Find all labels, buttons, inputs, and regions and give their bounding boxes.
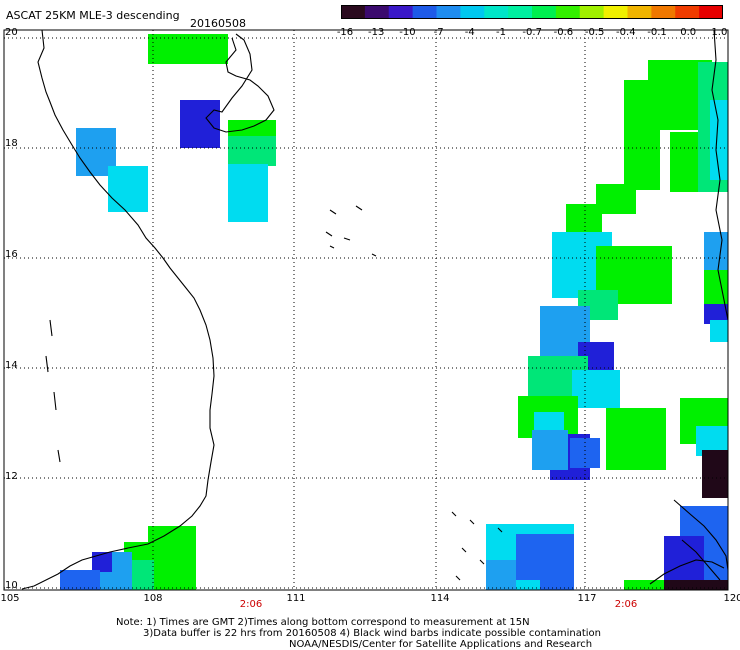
lat-label: 12	[5, 471, 18, 482]
lon-label: 114	[430, 593, 450, 604]
swath-cell	[540, 552, 574, 590]
swath-cell	[710, 100, 728, 180]
colorbar-label: -13	[368, 27, 385, 38]
lat-label: 20	[5, 27, 18, 38]
lon-label: 108	[143, 593, 163, 604]
colorbar-segment	[460, 5, 485, 19]
lon-label: 105	[0, 593, 20, 604]
swath-cell	[148, 526, 196, 590]
plot-title: ASCAT 25KM MLE-3 descending	[6, 9, 180, 22]
colorbar-label: -4	[464, 27, 475, 38]
colorbar-segment	[675, 5, 700, 19]
inland-lakes	[45, 319, 61, 463]
colorbar-segment	[484, 5, 509, 19]
swath-cell	[228, 164, 268, 178]
colorbar-segment	[555, 5, 581, 19]
philippines-north	[711, 29, 729, 321]
swath-cell	[710, 320, 728, 342]
swath-cell	[92, 552, 112, 572]
swath-cell	[486, 560, 516, 590]
lat-label: 10	[5, 580, 18, 591]
swath-cell	[704, 232, 728, 274]
colorbar-segment	[651, 5, 676, 19]
swath-cell	[532, 430, 568, 470]
colorbar	[341, 5, 723, 19]
colorbar-label: -7	[433, 27, 444, 38]
swath-cell	[702, 450, 728, 498]
colorbar-segment	[699, 5, 723, 19]
colorbar-label: -16	[336, 27, 354, 38]
pass-time-right: 2:06	[614, 599, 638, 610]
colorbar-label: -1	[496, 27, 506, 38]
colorbar-label: -10	[399, 27, 416, 38]
graticule	[4, 30, 728, 590]
plot-frame	[3, 29, 729, 591]
colorbar-label: -0.6	[553, 27, 574, 38]
swath-cell	[606, 408, 666, 470]
swath-cell	[566, 204, 602, 234]
colorbar-label: 1.0	[711, 27, 728, 38]
colorbar-label: -0.5	[584, 27, 605, 38]
swath-cell	[572, 370, 620, 408]
colorbar-segment	[341, 5, 366, 19]
colorbar-label: -0.7	[522, 27, 542, 38]
hainan-coastline	[205, 33, 275, 133]
pass-time-left: 2:06	[239, 599, 263, 610]
colorbar-segment	[579, 5, 605, 19]
footer-note-1: Note: 1) Times are GMT 2)Times along bot…	[116, 617, 530, 628]
plot-date: 20160508	[190, 17, 246, 30]
swath-cells	[60, 34, 728, 590]
footer-note-2: 3)Data buffer is 22 hrs from 20160508 4)…	[143, 628, 601, 639]
colorbar-segment	[388, 5, 414, 19]
colorbar-segment	[364, 5, 390, 19]
swath-cell	[180, 100, 220, 148]
footer-credit: NOAA/NESDIS/Center for Satellite Applica…	[289, 639, 593, 650]
lat-label: 14	[5, 360, 18, 371]
swath-cell	[624, 580, 664, 590]
coastline	[21, 29, 729, 590]
swath-cell	[60, 570, 100, 590]
lat-label: 16	[5, 249, 18, 260]
swath-cell	[664, 580, 728, 590]
colorbar-segment	[532, 5, 557, 19]
vietnam-coastline	[21, 29, 215, 590]
swath-cell	[596, 184, 636, 214]
colorbar-label: 0.0	[680, 27, 697, 38]
lat-label: 18	[5, 138, 18, 149]
paracel-islands	[325, 205, 377, 257]
philippines-south	[649, 499, 729, 585]
colorbar-segment	[436, 5, 461, 19]
colorbar-segment	[508, 5, 533, 19]
swath-cell	[228, 120, 276, 140]
swath-cell	[624, 80, 660, 190]
spratly-islands	[451, 511, 503, 581]
colorbar-label: -0.4	[616, 27, 636, 38]
colorbar-segment	[603, 5, 629, 19]
swath-cell	[228, 176, 268, 222]
colorbar-label: -0.1	[647, 27, 667, 38]
swath-cell	[228, 136, 276, 166]
swath-cell	[156, 34, 228, 50]
lon-label: 120	[723, 593, 740, 604]
lon-label: 117	[577, 593, 597, 604]
swath-cell	[108, 166, 148, 212]
colorbar-segment	[627, 5, 652, 19]
colorbar-segment	[412, 5, 438, 19]
lon-label: 111	[286, 593, 306, 604]
swath-cell	[704, 304, 728, 324]
